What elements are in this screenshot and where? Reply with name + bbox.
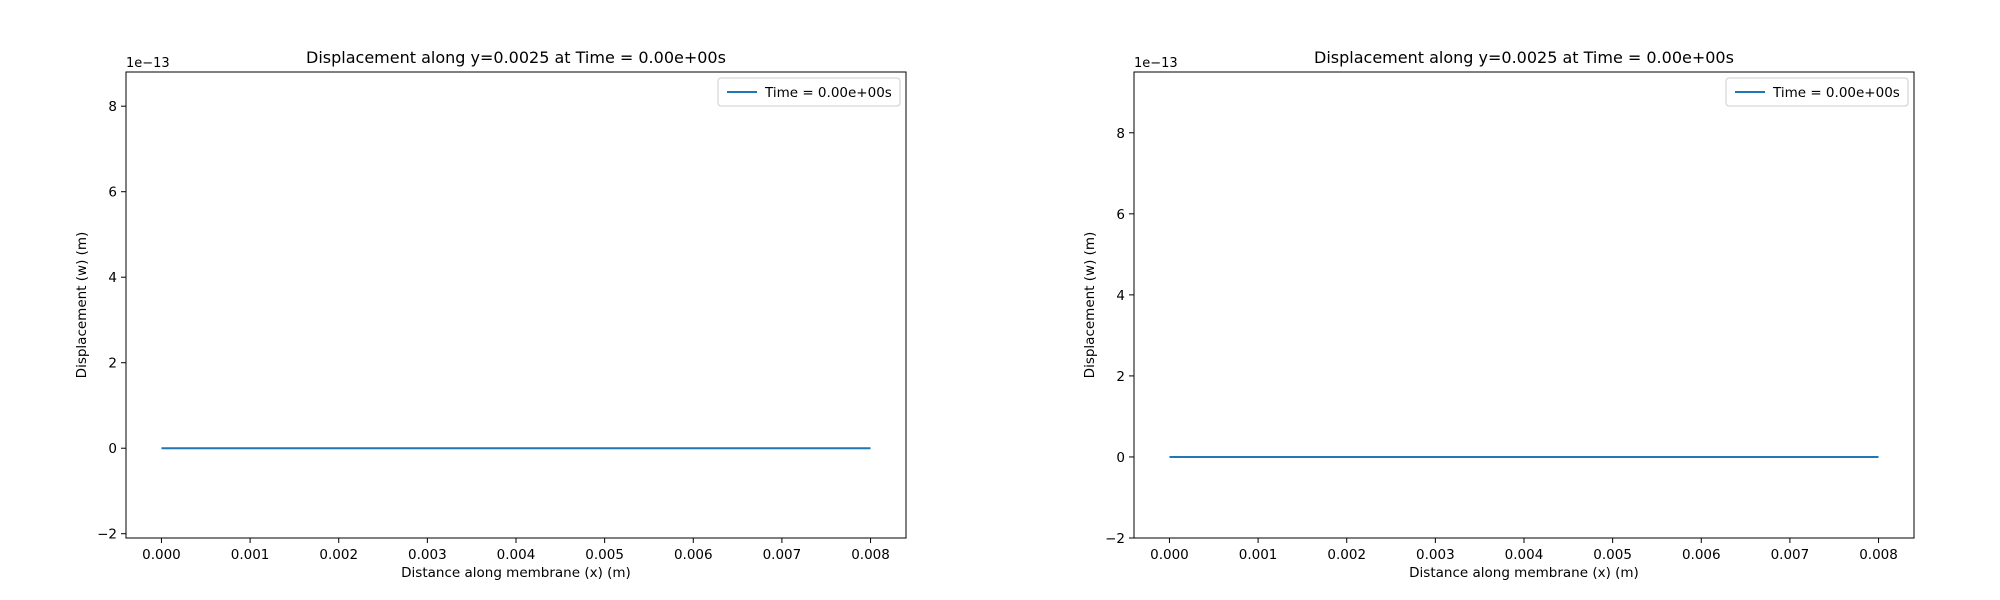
- x-axis-ticks: 0.000 0.001 0.002 0.003 0.004 0.005 0.006 0.007…: [142, 538, 890, 563]
- y-tick-label: −2: [1105, 531, 1125, 547]
- y-tick-label: 4: [108, 270, 117, 286]
- x-axis-label: Distance along membrane (x) (m): [1409, 565, 1639, 581]
- x-tick-label: 0.005: [1593, 547, 1632, 563]
- y-axis-label: Displacement (w) (m): [1082, 232, 1098, 379]
- y-axis-ticks: −2 0 2 4 6 8: [1105, 126, 1134, 547]
- y-offset-text: 1e−13: [126, 56, 170, 71]
- x-tick-label: 0.007: [1771, 547, 1810, 563]
- y-axis-label: Displacement (w) (m): [74, 232, 90, 379]
- legend-entry-label: Time = 0.00e+00s: [1772, 85, 1900, 101]
- y-tick-label: 8: [108, 99, 117, 115]
- x-tick-label: 0.008: [851, 547, 890, 563]
- legend-entry-label: Time = 0.00e+00s: [764, 85, 892, 101]
- y-tick-label: −2: [97, 527, 117, 543]
- y-offset-text: 1e−13: [1134, 56, 1178, 71]
- chart-2: Displacement along y=0.0025 at Time = 0.…: [1082, 48, 1915, 581]
- legend: Time = 0.00e+00s: [1725, 77, 1909, 107]
- y-tick-label: 2: [1116, 369, 1125, 385]
- x-tick-label: 0.007: [763, 547, 802, 563]
- x-tick-label: 0.006: [674, 547, 713, 563]
- chart-title: Displacement along y=0.0025 at Time = 0.…: [306, 48, 726, 67]
- legend: Time = 0.00e+00s: [717, 77, 901, 107]
- x-axis-ticks: 0.000 0.001 0.002 0.003 0.004 0.005 0.006 0.007…: [1150, 538, 1898, 563]
- legend-box: [1725, 77, 1909, 107]
- x-tick-label: 0.001: [231, 547, 270, 563]
- x-tick-label: 0.000: [142, 547, 181, 563]
- x-tick-label: 0.003: [408, 547, 447, 563]
- x-tick-label: 0.002: [319, 547, 358, 563]
- y-tick-label: 6: [108, 185, 117, 201]
- y-tick-label: 0: [1116, 450, 1125, 466]
- x-tick-label: 0.003: [1416, 547, 1455, 563]
- axes-frame: [125, 71, 907, 539]
- y-tick-label: 0: [108, 441, 117, 457]
- x-tick-label: 0.006: [1682, 547, 1721, 563]
- axes-frame: [1133, 71, 1915, 539]
- x-tick-label: 0.004: [1505, 547, 1544, 563]
- x-tick-label: 0.004: [497, 547, 536, 563]
- legend-box: [717, 77, 901, 107]
- x-tick-label: 0.002: [1327, 547, 1366, 563]
- x-tick-label: 0.005: [585, 547, 624, 563]
- y-axis-ticks: −2 0 2 4 6 8: [97, 99, 126, 543]
- y-tick-label: 4: [1116, 288, 1125, 304]
- y-tick-label: 8: [1116, 126, 1125, 142]
- chart-title: Displacement along y=0.0025 at Time = 0.…: [1314, 48, 1734, 67]
- chart-1: Displacement along y=0.0025 at Time = 0.…: [74, 48, 907, 581]
- x-tick-label: 0.000: [1150, 547, 1189, 563]
- x-tick-label: 0.001: [1239, 547, 1278, 563]
- y-tick-label: 2: [108, 356, 117, 372]
- x-tick-label: 0.008: [1859, 547, 1898, 563]
- y-tick-label: 6: [1116, 207, 1125, 223]
- x-axis-label: Distance along membrane (x) (m): [401, 565, 631, 581]
